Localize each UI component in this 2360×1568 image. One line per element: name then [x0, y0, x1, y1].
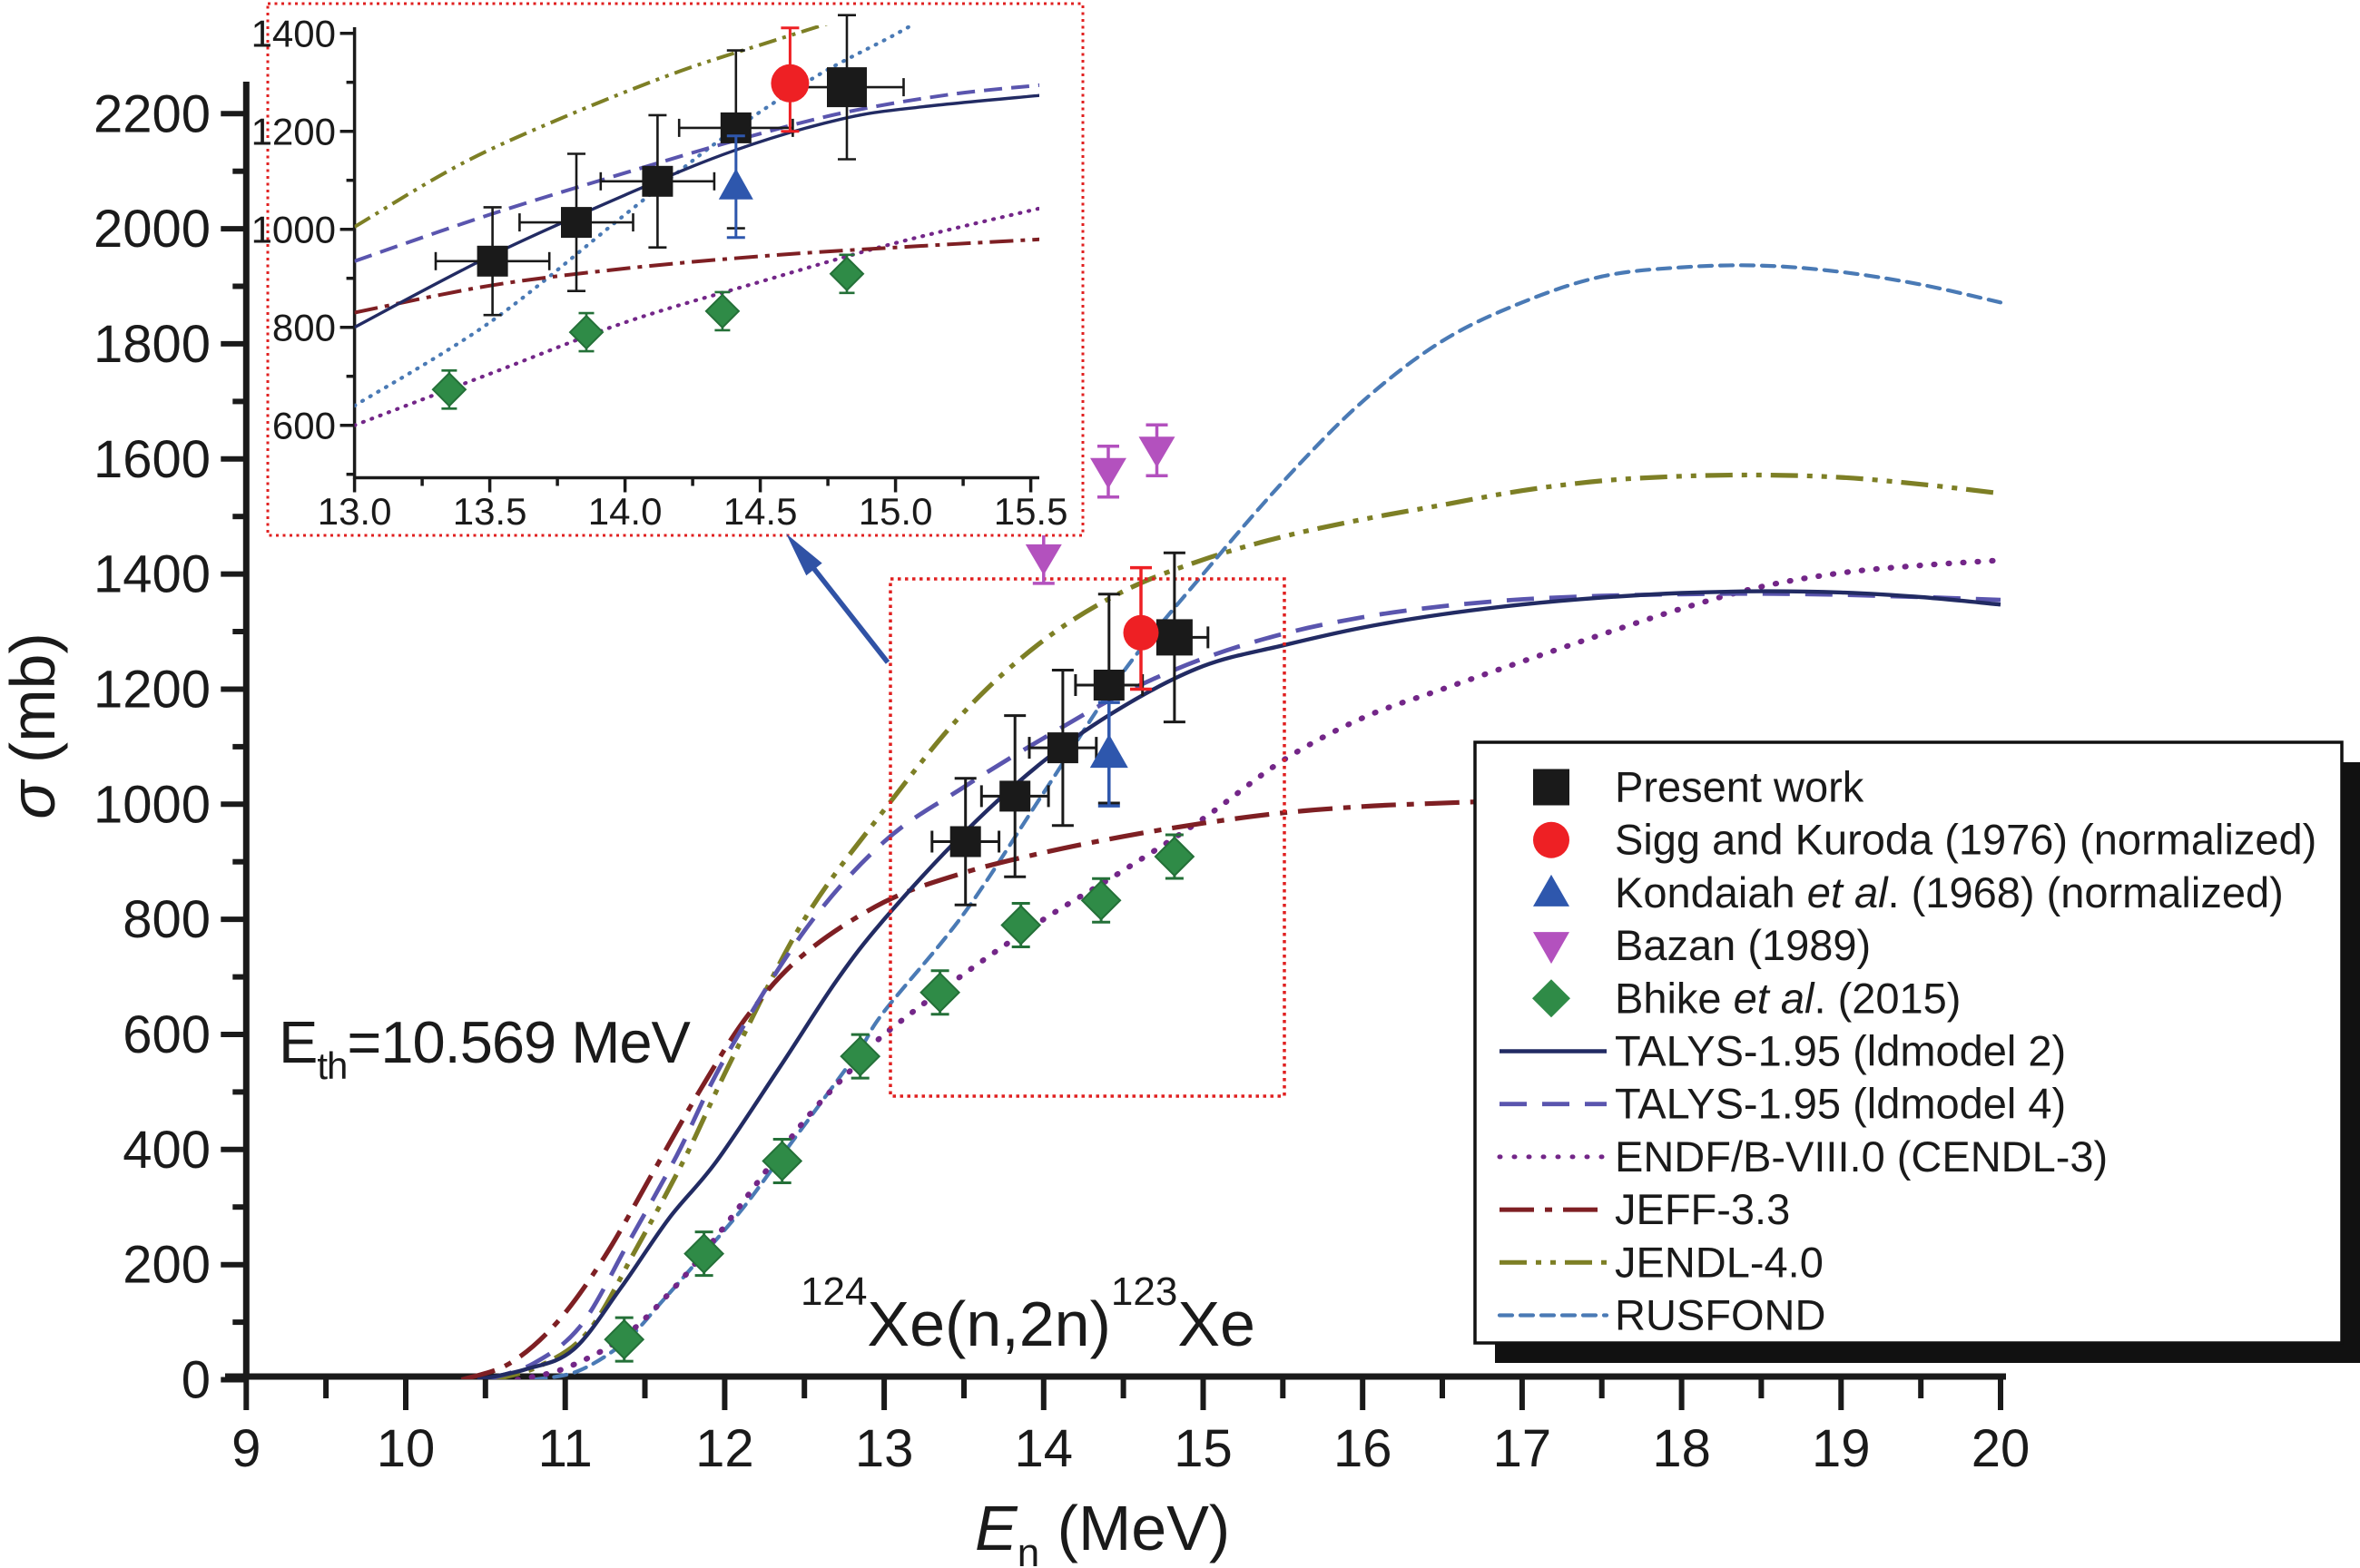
svg-text:TALYS-1.95 (ldmodel 4): TALYS-1.95 (ldmodel 4): [1615, 1080, 2066, 1128]
svg-text:Bhike et al. (2015): Bhike et al. (2015): [1615, 974, 1961, 1022]
svg-text:15: 15: [1174, 1419, 1233, 1478]
svg-text:1000: 1000: [251, 209, 336, 251]
svg-text:13.0: 13.0: [318, 490, 392, 533]
svg-text:Kondaiah et al. (1968) (normal: Kondaiah et al. (1968) (normalized): [1615, 868, 2284, 916]
svg-text:En (MeV): En (MeV): [975, 1493, 1230, 1568]
svg-text:1400: 1400: [251, 13, 336, 55]
svg-text:TALYS-1.95 (ldmodel 2): TALYS-1.95 (ldmodel 2): [1615, 1027, 2066, 1075]
svg-text:1800: 1800: [93, 315, 211, 374]
svg-text:14.0: 14.0: [588, 490, 663, 533]
svg-text:15.5: 15.5: [994, 490, 1068, 533]
svg-text:1000: 1000: [93, 775, 211, 834]
svg-text:JEFF-3.3: JEFF-3.3: [1615, 1185, 1790, 1233]
svg-text:17: 17: [1493, 1419, 1552, 1478]
svg-text:Present work: Present work: [1615, 763, 1864, 811]
svg-text:1400: 1400: [93, 545, 211, 604]
svg-text:800: 800: [272, 307, 336, 349]
svg-text:Eth=10.569 MeV: Eth=10.569 MeV: [279, 1009, 692, 1087]
svg-text:20: 20: [1972, 1419, 2031, 1478]
svg-text:Sigg and Kuroda (1976) (normal: Sigg and Kuroda (1976) (normalized): [1615, 816, 2316, 864]
svg-text:Bazan (1989): Bazan (1989): [1615, 921, 1871, 969]
svg-text:1600: 1600: [93, 430, 211, 489]
svg-text:13: 13: [855, 1419, 914, 1478]
svg-text:1200: 1200: [93, 661, 211, 720]
svg-text:400: 400: [123, 1121, 211, 1180]
svg-text:15.0: 15.0: [859, 490, 933, 533]
svg-text:124Xe(n,2n)123Xe: 124Xe(n,2n)123Xe: [801, 1269, 1255, 1359]
svg-text:9: 9: [231, 1419, 261, 1478]
svg-text:18: 18: [1652, 1419, 1711, 1478]
svg-text:800: 800: [123, 890, 211, 949]
svg-text:14: 14: [1015, 1419, 1074, 1478]
svg-text:600: 600: [272, 405, 336, 447]
svg-text:11: 11: [538, 1419, 593, 1478]
svg-text:ENDF/B-VIII.0 (CENDL-3): ENDF/B-VIII.0 (CENDL-3): [1615, 1132, 2108, 1181]
svg-text:0: 0: [182, 1351, 211, 1410]
svg-text:JENDL-4.0: JENDL-4.0: [1615, 1238, 1824, 1286]
svg-text:200: 200: [123, 1236, 211, 1295]
svg-text:14.5: 14.5: [723, 490, 798, 533]
svg-text:2200: 2200: [93, 84, 211, 143]
svg-text:10: 10: [377, 1419, 436, 1478]
svg-text:19: 19: [1812, 1419, 1871, 1478]
svg-text:2000: 2000: [93, 200, 211, 259]
svg-text:16: 16: [1333, 1419, 1392, 1478]
svg-text:σ (mb): σ (mb): [0, 632, 68, 819]
svg-text:RUSFOND: RUSFOND: [1615, 1291, 1825, 1339]
svg-text:600: 600: [123, 1005, 211, 1064]
svg-text:1200: 1200: [251, 111, 336, 153]
svg-text:12: 12: [695, 1419, 754, 1478]
svg-text:13.5: 13.5: [453, 490, 527, 533]
